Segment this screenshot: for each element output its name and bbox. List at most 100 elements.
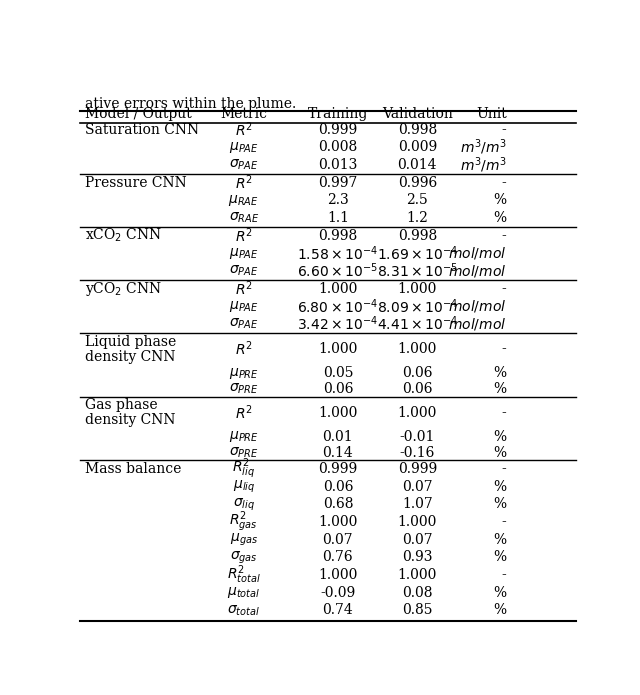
Text: -: -: [502, 462, 507, 476]
Text: $\mu_{total}$: $\mu_{total}$: [227, 585, 260, 600]
Text: 0.06: 0.06: [402, 366, 433, 380]
Text: 0.997: 0.997: [318, 176, 358, 190]
Text: $6.60\times10^{-5}$: $6.60\times10^{-5}$: [297, 262, 379, 280]
Text: 0.06: 0.06: [402, 382, 433, 395]
Text: 1.07: 1.07: [402, 498, 433, 512]
Text: %: %: [493, 533, 507, 547]
Text: %: %: [493, 366, 507, 380]
Text: density CNN: density CNN: [85, 350, 175, 363]
Text: %: %: [493, 445, 507, 459]
Text: Unit: Unit: [476, 108, 507, 122]
Text: 0.008: 0.008: [318, 140, 358, 154]
Text: 2.5: 2.5: [406, 193, 428, 207]
Text: %: %: [493, 550, 507, 564]
Text: $\mu_{RAE}$: $\mu_{RAE}$: [228, 193, 259, 208]
Text: %: %: [493, 586, 507, 600]
Text: $R^2$: $R^2$: [235, 227, 253, 245]
Text: %: %: [493, 498, 507, 512]
Text: %: %: [493, 211, 507, 225]
Text: -0.16: -0.16: [399, 445, 435, 459]
Text: $m^3/m^3$: $m^3/m^3$: [460, 138, 507, 157]
Text: %: %: [493, 603, 507, 617]
Text: $mol/mol$: $mol/mol$: [448, 245, 507, 261]
Text: -: -: [502, 123, 507, 137]
Text: -: -: [502, 229, 507, 243]
Text: 0.06: 0.06: [323, 382, 353, 395]
Text: %: %: [493, 193, 507, 207]
Text: 0.014: 0.014: [397, 158, 437, 172]
Text: $R^2_{liq}$: $R^2_{liq}$: [232, 457, 255, 482]
Text: $\sigma_{PRE}$: $\sigma_{PRE}$: [229, 445, 259, 459]
Text: -: -: [502, 515, 507, 529]
Text: $1.69\times10^{-4}$: $1.69\times10^{-4}$: [376, 244, 458, 263]
Text: 0.996: 0.996: [397, 176, 437, 190]
Text: -0.09: -0.09: [320, 586, 356, 600]
Text: $\sigma_{PAE}$: $\sigma_{PAE}$: [229, 317, 259, 331]
Text: $\sigma_{PRE}$: $\sigma_{PRE}$: [229, 382, 259, 396]
Text: 1.000: 1.000: [397, 281, 437, 295]
Text: 0.93: 0.93: [402, 550, 433, 564]
Text: $\sigma_{RAE}$: $\sigma_{RAE}$: [228, 211, 259, 225]
Text: Pressure CNN: Pressure CNN: [85, 176, 187, 190]
Text: $\sigma_{liq}$: $\sigma_{liq}$: [233, 496, 255, 513]
Text: Liquid phase: Liquid phase: [85, 335, 176, 349]
Text: $4.41\times10^{-4}$: $4.41\times10^{-4}$: [376, 315, 458, 333]
Text: %: %: [493, 480, 507, 493]
Text: 1.2: 1.2: [406, 211, 428, 225]
Text: 1.000: 1.000: [318, 515, 358, 529]
Text: 0.07: 0.07: [323, 533, 353, 547]
Text: -: -: [502, 406, 507, 420]
Text: yCO$_2$ CNN: yCO$_2$ CNN: [85, 279, 162, 297]
Text: $\mu_{liq}$: $\mu_{liq}$: [232, 479, 255, 495]
Text: Model / Output: Model / Output: [85, 108, 192, 122]
Text: $R^2$: $R^2$: [235, 404, 253, 422]
Text: 1.000: 1.000: [318, 568, 358, 582]
Text: 0.08: 0.08: [402, 586, 433, 600]
Text: $mol/mol$: $mol/mol$: [448, 263, 507, 279]
Text: 0.01: 0.01: [323, 430, 353, 444]
Text: $\mu_{PRE}$: $\mu_{PRE}$: [228, 366, 259, 381]
Text: $R^2$: $R^2$: [235, 279, 253, 298]
Text: $\mu_{PAE}$: $\mu_{PAE}$: [229, 246, 259, 261]
Text: -: -: [502, 281, 507, 295]
Text: %: %: [493, 430, 507, 444]
Text: Metric: Metric: [220, 108, 267, 122]
Text: 1.000: 1.000: [318, 342, 358, 356]
Text: 1.000: 1.000: [397, 342, 437, 356]
Text: Gas phase: Gas phase: [85, 398, 157, 412]
Text: 0.013: 0.013: [318, 158, 358, 172]
Text: 0.999: 0.999: [318, 462, 358, 476]
Text: 0.07: 0.07: [402, 480, 433, 493]
Text: 1.000: 1.000: [397, 406, 437, 420]
Text: 0.999: 0.999: [318, 123, 358, 137]
Text: Mass balance: Mass balance: [85, 462, 181, 476]
Text: 0.999: 0.999: [397, 462, 437, 476]
Text: 0.74: 0.74: [323, 603, 353, 617]
Text: $R^2_{gas}$: $R^2_{gas}$: [229, 510, 258, 534]
Text: 1.000: 1.000: [397, 515, 437, 529]
Text: 1.1: 1.1: [327, 211, 349, 225]
Text: -: -: [502, 568, 507, 582]
Text: $\mu_{PAE}$: $\mu_{PAE}$: [229, 299, 259, 313]
Text: 0.14: 0.14: [323, 445, 353, 459]
Text: $mol/mol$: $mol/mol$: [448, 298, 507, 314]
Text: $\sigma_{total}$: $\sigma_{total}$: [227, 603, 260, 618]
Text: 0.998: 0.998: [397, 123, 437, 137]
Text: 1.000: 1.000: [318, 406, 358, 420]
Text: -0.01: -0.01: [399, 430, 435, 444]
Text: -: -: [502, 342, 507, 356]
Text: $\sigma_{gas}$: $\sigma_{gas}$: [230, 549, 257, 566]
Text: $\mu_{PAE}$: $\mu_{PAE}$: [229, 140, 259, 155]
Text: 2.3: 2.3: [327, 193, 349, 207]
Text: 1.000: 1.000: [397, 568, 437, 582]
Text: $m^3/m^3$: $m^3/m^3$: [460, 155, 507, 175]
Text: $R^2$: $R^2$: [235, 173, 253, 192]
Text: $6.80\times10^{-4}$: $6.80\times10^{-4}$: [298, 297, 378, 316]
Text: 0.998: 0.998: [318, 229, 358, 243]
Text: $\sigma_{PAE}$: $\sigma_{PAE}$: [229, 264, 259, 278]
Text: $R^2$: $R^2$: [235, 120, 253, 139]
Text: 1.000: 1.000: [318, 281, 358, 295]
Text: $mol/mol$: $mol/mol$: [448, 316, 507, 332]
Text: Validation: Validation: [382, 108, 452, 122]
Text: $\sigma_{PAE}$: $\sigma_{PAE}$: [229, 158, 259, 172]
